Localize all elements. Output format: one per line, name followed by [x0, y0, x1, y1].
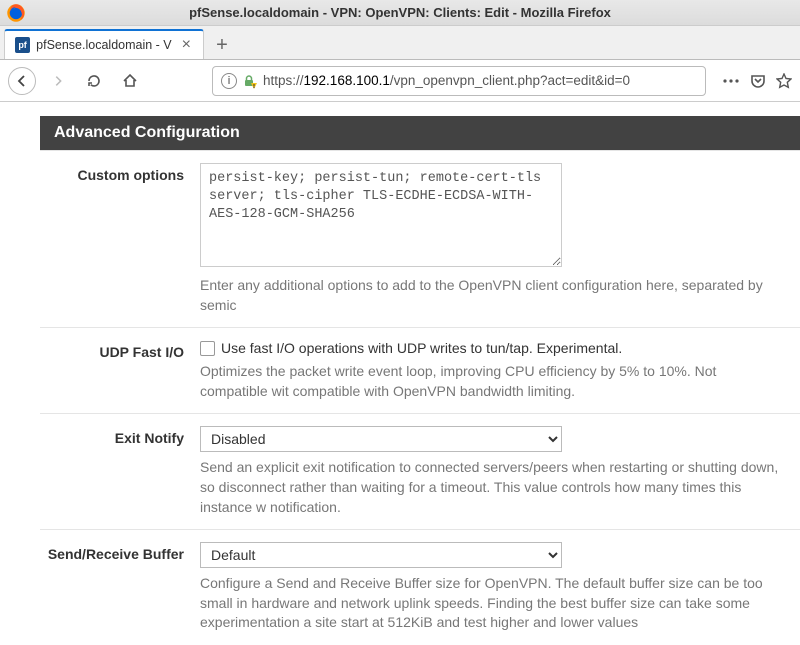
- navbar-right-controls: [722, 73, 792, 89]
- new-tab-button[interactable]: +: [208, 31, 236, 59]
- pocket-icon[interactable]: [750, 73, 766, 89]
- udp-fastio-checkbox-label: Use fast I/O operations with UDP writes …: [221, 340, 622, 356]
- tab-strip: pf pfSense.localdomain - VF × +: [0, 26, 800, 60]
- reload-button[interactable]: [80, 67, 108, 95]
- tab-close-icon[interactable]: ×: [180, 37, 193, 53]
- help-exit-notify: Send an explicit exit notification to co…: [200, 458, 786, 517]
- row-sndrcv-buffer: Send/Receive Buffer Default Configure a …: [40, 529, 800, 645]
- navbar: i https://192.168.100.1/vpn_openvpn_clie…: [0, 60, 800, 102]
- label-sndrcv-buffer: Send/Receive Buffer: [40, 542, 200, 633]
- row-udp-fastio: UDP Fast I/O Use fast I/O operations wit…: [40, 327, 800, 413]
- help-udp-fastio: Optimizes the packet write event loop, i…: [200, 362, 786, 401]
- url-scheme: https://: [263, 73, 304, 88]
- os-titlebar: pfSense.localdomain - VPN: OpenVPN: Clie…: [0, 0, 800, 26]
- tab-title: pfSense.localdomain - VF: [36, 38, 172, 52]
- firefox-logo-icon: [6, 3, 26, 23]
- page-content: Advanced Configuration Custom options En…: [0, 102, 800, 645]
- bookmark-star-icon[interactable]: [776, 73, 792, 89]
- url-host: 192.168.100.1: [304, 73, 390, 88]
- home-button[interactable]: [116, 67, 144, 95]
- url-path: /vpn_openvpn_client.php?act=edit&id=0: [390, 73, 630, 88]
- window-title: pfSense.localdomain - VPN: OpenVPN: Clie…: [34, 5, 794, 20]
- panel-heading: Advanced Configuration: [40, 116, 800, 150]
- url-text: https://192.168.100.1/vpn_openvpn_client…: [263, 73, 697, 88]
- lock-warning-icon[interactable]: [241, 73, 257, 89]
- tab-pfsense[interactable]: pf pfSense.localdomain - VF ×: [4, 29, 204, 59]
- help-sndrcv-buffer: Configure a Send and Receive Buffer size…: [200, 574, 786, 633]
- help-custom-options: Enter any additional options to add to t…: [200, 276, 786, 315]
- label-custom-options: Custom options: [40, 163, 200, 315]
- forward-button[interactable]: [44, 67, 72, 95]
- exit-notify-select[interactable]: Disabled: [200, 426, 562, 452]
- custom-options-textarea[interactable]: [200, 163, 562, 267]
- site-info-icon[interactable]: i: [221, 73, 237, 89]
- back-button[interactable]: [8, 67, 36, 95]
- label-exit-notify: Exit Notify: [40, 426, 200, 517]
- udp-fastio-checkbox[interactable]: [200, 341, 215, 356]
- udp-fastio-checkbox-wrap[interactable]: Use fast I/O operations with UDP writes …: [200, 340, 786, 356]
- row-custom-options: Custom options Enter any additional opti…: [40, 150, 800, 327]
- tab-favicon-icon: pf: [15, 37, 30, 53]
- page-actions-icon[interactable]: [722, 78, 740, 84]
- sndrcv-buffer-select[interactable]: Default: [200, 542, 562, 568]
- row-exit-notify: Exit Notify Disabled Send an explicit ex…: [40, 413, 800, 529]
- url-bar[interactable]: i https://192.168.100.1/vpn_openvpn_clie…: [212, 66, 706, 96]
- label-udp-fastio: UDP Fast I/O: [40, 340, 200, 401]
